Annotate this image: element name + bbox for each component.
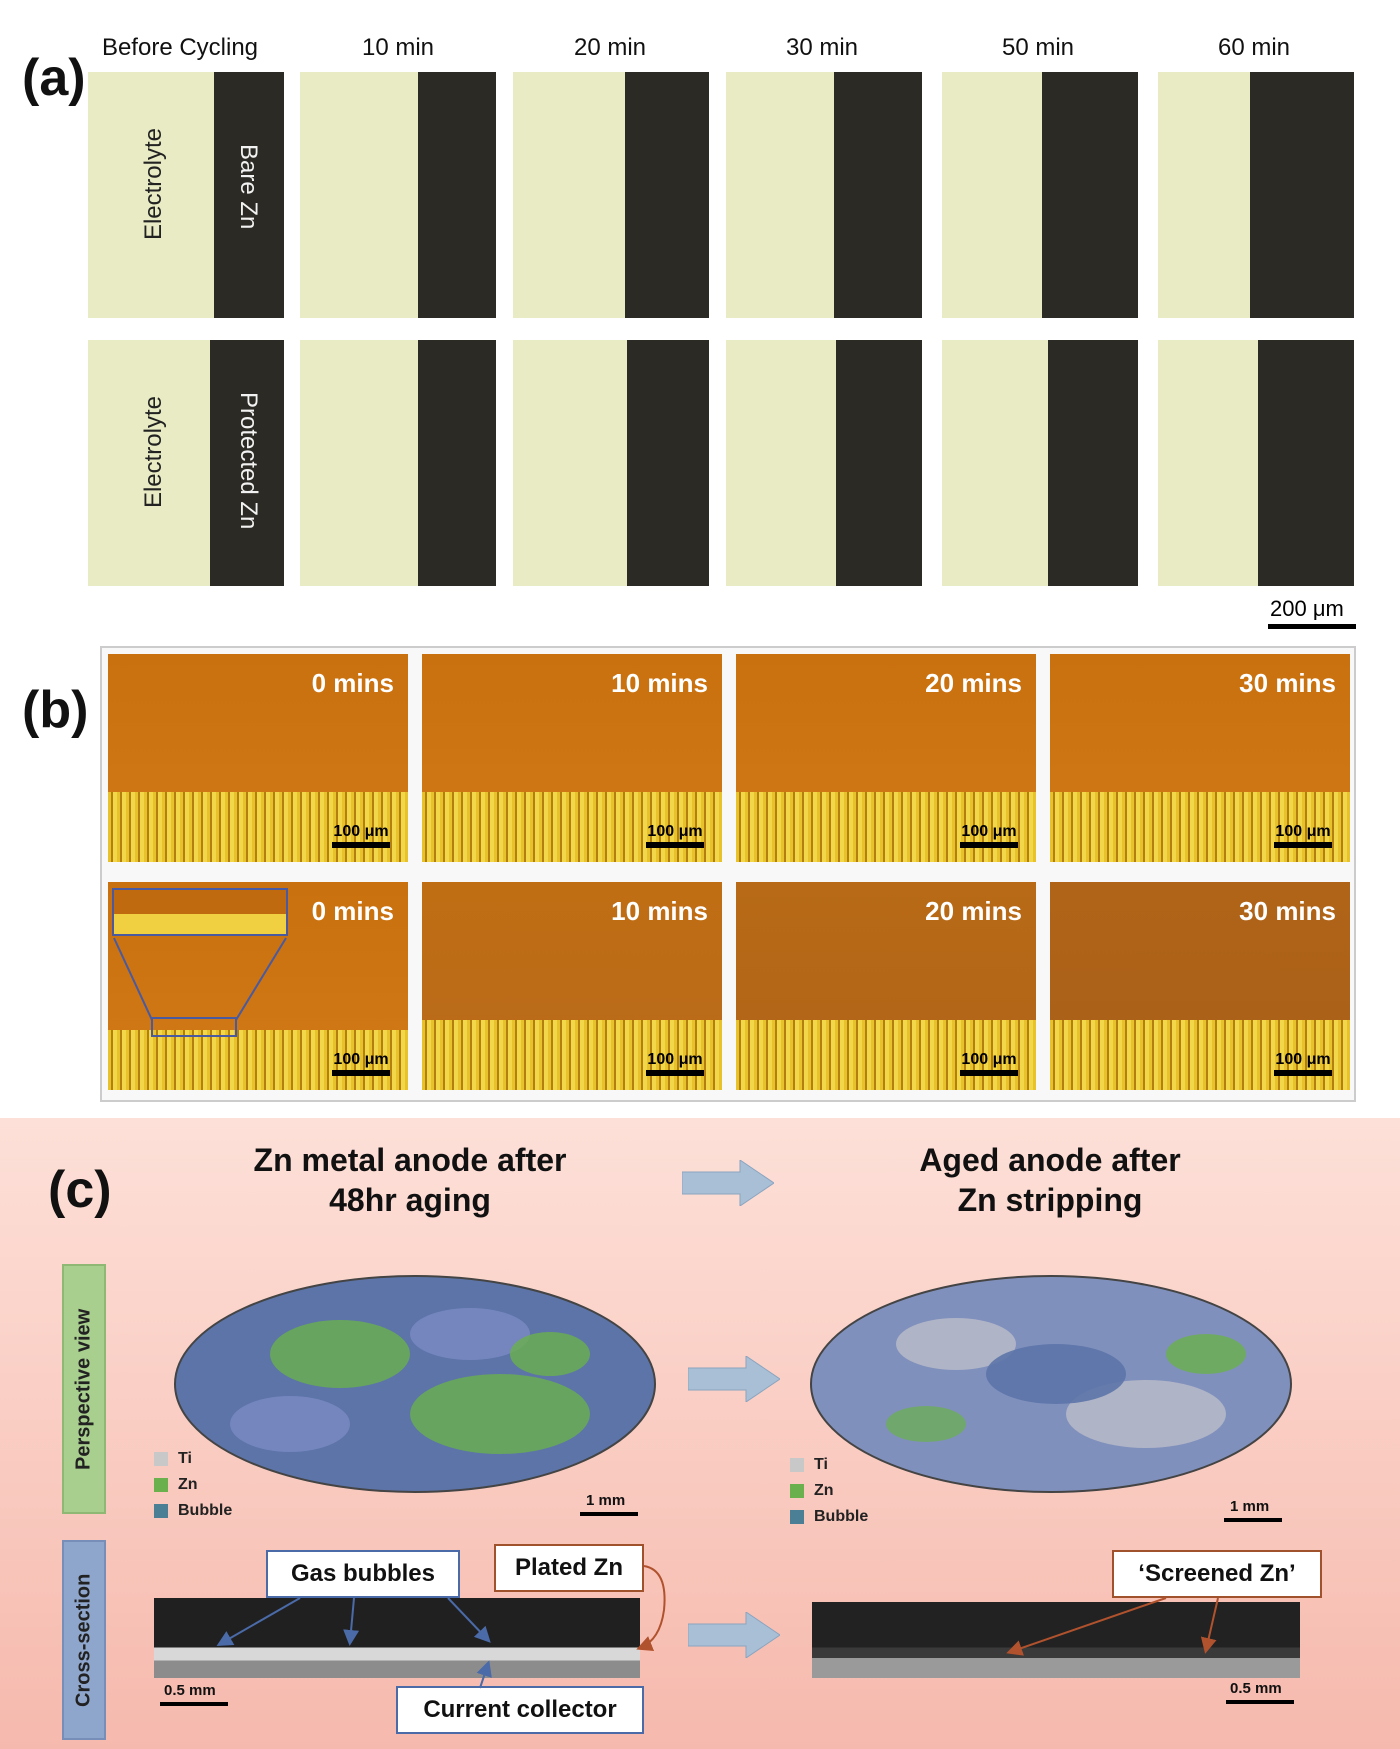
- time-header: 30 min: [785, 34, 859, 61]
- scale-label: 100 μm: [1275, 1051, 1331, 1068]
- protected-zn-label: Protected Zn: [235, 392, 262, 530]
- micrograph-protected-zn: [300, 340, 496, 586]
- time-header: 60 min: [1217, 34, 1291, 61]
- scale-bar: [646, 1070, 704, 1076]
- panel-b-label: (b): [22, 681, 89, 739]
- legend-swatch-bubble: [154, 1504, 168, 1518]
- micrograph-protected-zn: [1158, 340, 1354, 586]
- micrograph-bare-zn: [300, 72, 496, 318]
- title-left-line1: Zn metal anode after: [253, 1142, 567, 1178]
- time-label: 20 mins: [925, 668, 1022, 698]
- scale-label: 100 μm: [961, 823, 1017, 840]
- scale-bar: [160, 1702, 228, 1706]
- scale-bar: [1274, 1070, 1332, 1076]
- legend-swatch-ti: [790, 1458, 804, 1472]
- legend-swatch-ti: [154, 1452, 168, 1466]
- optical-image-bare: 0 mins 100 μm: [108, 654, 408, 862]
- time-label: 30 mins: [1239, 896, 1336, 926]
- title-left-line2: 48hr aging: [329, 1182, 491, 1218]
- micrograph-protected-zn: [942, 340, 1138, 586]
- legend-label: Bubble: [178, 1502, 233, 1519]
- title-right-line1: Aged anode after: [919, 1142, 1181, 1178]
- optical-image-protected: 10 mins 100 μm: [422, 882, 722, 1090]
- scale-label: 0.5 mm: [1230, 1680, 1282, 1697]
- optical-image-protected: 20 mins 100 μm: [736, 882, 1036, 1090]
- scale-bar: [1226, 1700, 1294, 1704]
- tomography-disk-aged: [174, 1275, 656, 1493]
- legend-left: Ti Zn Bubble: [154, 1450, 232, 1528]
- micrograph-bare-zn: [513, 72, 709, 318]
- bare-zn-label: Bare Zn: [235, 144, 262, 230]
- scale-label: 100 μm: [647, 823, 703, 840]
- micrograph-bare-zn: [726, 72, 922, 318]
- micrograph-bare-zn: [1158, 72, 1354, 318]
- cross-section-image-stripped: [812, 1602, 1300, 1678]
- scale-bar: [580, 1512, 638, 1516]
- micrograph-protected-zn: [726, 340, 922, 586]
- tomography-disk-stripped: [810, 1275, 1292, 1493]
- scale-bar: [1268, 624, 1356, 629]
- time-header: 10 min: [361, 34, 435, 61]
- legend-label: Zn: [178, 1476, 198, 1493]
- scale-label: 100 μm: [647, 1051, 703, 1068]
- current-collector-callout: Current collector: [396, 1686, 644, 1734]
- time-label: 30 mins: [1239, 668, 1336, 698]
- panel-c-label: (c): [48, 1161, 112, 1219]
- title-right-line2: Zn stripping: [957, 1182, 1143, 1218]
- micrograph-bare-zn: [88, 72, 284, 318]
- scale-bar: [1274, 842, 1332, 848]
- title-left: Zn metal anode after 48hr aging: [210, 1140, 610, 1220]
- time-label: 0 mins: [311, 668, 394, 698]
- legend-label: Ti: [178, 1450, 192, 1467]
- time-header: 50 min: [1001, 34, 1075, 61]
- inset-zoom: [112, 888, 288, 936]
- legend-label: Bubble: [814, 1508, 869, 1525]
- scale-label: 0.5 mm: [164, 1682, 216, 1699]
- optical-image-protected: 30 mins 100 μm: [1050, 882, 1350, 1090]
- panel-a-label: (a): [22, 49, 86, 107]
- micrograph-protected-zn: [513, 340, 709, 586]
- title-right: Aged anode after Zn stripping: [860, 1140, 1240, 1220]
- time-label: 10 mins: [611, 896, 708, 926]
- scale-label: 100 μm: [961, 1051, 1017, 1068]
- scale-label: 100 μm: [333, 1051, 389, 1068]
- legend-label: Ti: [814, 1456, 828, 1473]
- scale-label: 100 μm: [333, 823, 389, 840]
- plated-zn-callout: Plated Zn: [494, 1544, 644, 1592]
- time-label: 0 mins: [311, 896, 394, 926]
- legend-swatch-bubble: [790, 1510, 804, 1524]
- scale-bar: [332, 1070, 390, 1076]
- arrow-right-icon: [682, 1160, 774, 1206]
- legend-label: Zn: [814, 1482, 834, 1499]
- arrow-right-icon: [688, 1612, 780, 1658]
- legend-swatch-zn: [790, 1484, 804, 1498]
- scale-label: 200 μm: [1270, 596, 1344, 621]
- time-label: 20 mins: [925, 896, 1022, 926]
- inset-lines: [113, 937, 287, 1037]
- cross-section-image-aged: [154, 1598, 640, 1678]
- scale-bar: [646, 842, 704, 848]
- time-header: 20 min: [573, 34, 647, 61]
- scale-label: 1 mm: [586, 1492, 626, 1509]
- arrow-right-icon: [688, 1356, 780, 1402]
- legend-swatch-zn: [154, 1478, 168, 1492]
- micrograph-protected-zn: [88, 340, 284, 586]
- micrograph-bare-zn: [942, 72, 1138, 318]
- scale-bar: [1224, 1518, 1282, 1522]
- optical-image-protected: 0 mins 100 μm: [108, 882, 408, 1090]
- gas-bubbles-callout: Gas bubbles: [266, 1550, 460, 1598]
- legend-right: Ti Zn Bubble: [790, 1456, 868, 1534]
- scale-bar: [332, 842, 390, 848]
- optical-image-bare: 10 mins 100 μm: [422, 654, 722, 862]
- scale-bar: [960, 842, 1018, 848]
- scale-bar: [960, 1070, 1018, 1076]
- time-header: Before Cycling: [101, 34, 259, 61]
- screened-zn-callout: ‘Screened Zn’: [1112, 1550, 1322, 1598]
- optical-image-bare: 20 mins 100 μm: [736, 654, 1036, 862]
- time-label: 10 mins: [611, 668, 708, 698]
- scale-label: 1 mm: [1230, 1498, 1270, 1515]
- optical-image-bare: 30 mins 100 μm: [1050, 654, 1350, 862]
- scale-label: 100 μm: [1275, 823, 1331, 840]
